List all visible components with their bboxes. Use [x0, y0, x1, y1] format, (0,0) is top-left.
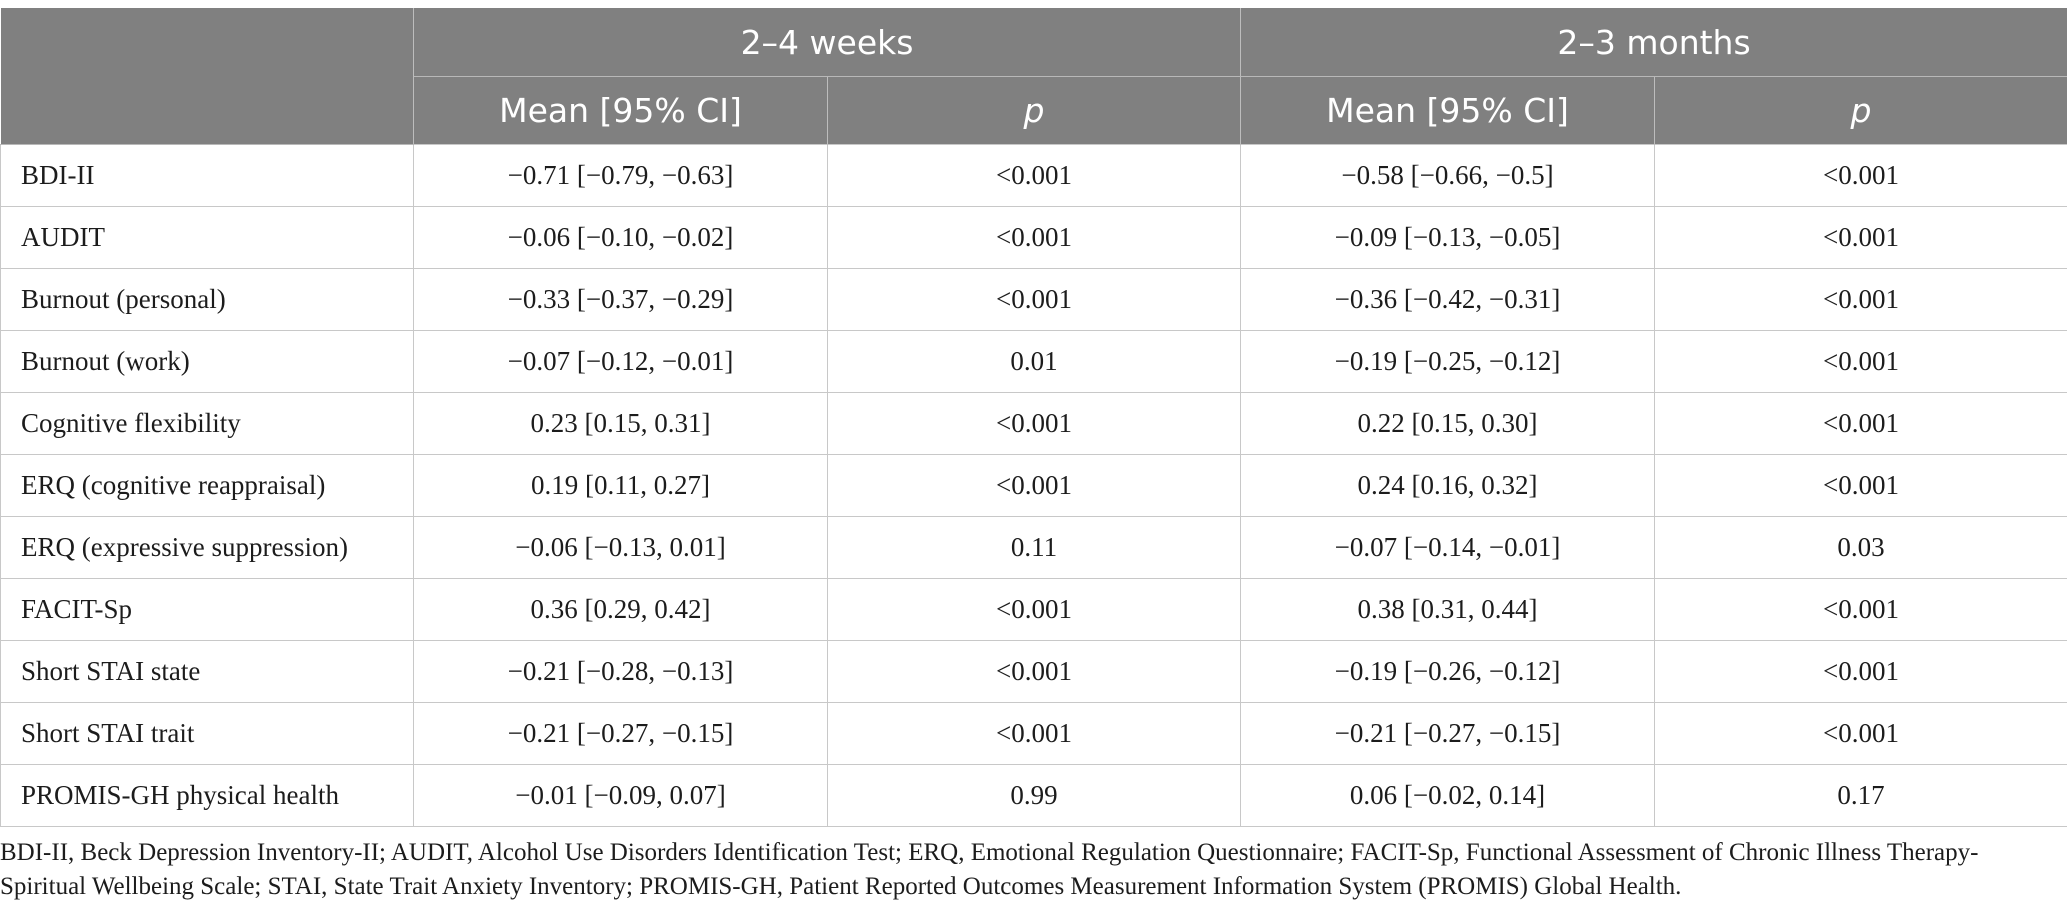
table-row: Burnout (work) −0.07 [−0.12, −0.01] 0.01 −0… [0, 330, 2067, 393]
row-label: FACIT-Sp [0, 578, 414, 641]
cell-weeks-p: 0.11 [826, 516, 1242, 579]
cell-weeks-mean: −0.06 [−0.10, −0.02] [413, 206, 828, 269]
cell-months-mean: 0.06 [−0.02, 0.14] [1240, 764, 1656, 827]
cell-weeks-p: <0.001 [826, 702, 1242, 765]
cell-months-p: <0.001 [1654, 330, 2067, 393]
cell-months-p: <0.001 [1654, 640, 2067, 703]
cell-weeks-p: <0.001 [826, 392, 1242, 455]
cell-weeks-p: <0.001 [826, 144, 1242, 207]
cell-weeks-p: <0.001 [826, 640, 1242, 703]
cell-months-p: 0.17 [1654, 764, 2067, 827]
table-row: Short STAI trait −0.21 [−0.27, −0.15] <0.0… [0, 702, 2067, 765]
table-row: ERQ (expressive suppression) −0.06 [−0.13… [0, 516, 2067, 579]
cell-months-mean: 0.24 [0.16, 0.32] [1240, 454, 1656, 517]
row-label: Burnout (personal) [0, 268, 414, 331]
table-row: ERQ (cognitive reappraisal) 0.19 [0.11, 0… [0, 454, 2067, 517]
cell-weeks-p: <0.001 [826, 268, 1242, 331]
group-header-months: 2–3 months [1240, 8, 2067, 77]
cell-months-mean: 0.22 [0.15, 0.30] [1240, 392, 1656, 455]
cell-months-mean: −0.36 [−0.42, −0.31] [1240, 268, 1656, 331]
subheader-months-mean: Mean [95% CI] [1240, 76, 1656, 145]
row-label: ERQ (expressive suppression) [0, 516, 414, 579]
cell-weeks-mean: −0.21 [−0.27, −0.15] [413, 702, 828, 765]
cell-months-p: <0.001 [1654, 392, 2067, 455]
cell-weeks-p: 0.01 [826, 330, 1242, 393]
cell-months-p: <0.001 [1654, 578, 2067, 641]
subheader-weeks-p: p [826, 76, 1242, 145]
row-label: Cognitive flexibility [0, 392, 414, 455]
header-row-groups: 2–4 weeks 2–3 months [0, 8, 2067, 145]
cell-months-p: <0.001 [1654, 454, 2067, 517]
table-row: Cognitive flexibility 0.23 [0.15, 0.31] <0… [0, 392, 2067, 455]
cell-months-mean: −0.19 [−0.26, −0.12] [1240, 640, 1656, 703]
table-row: Short STAI state −0.21 [−0.28, −0.13] <0.0… [0, 640, 2067, 703]
cell-months-p: 0.03 [1654, 516, 2067, 579]
cell-months-mean: 0.38 [0.31, 0.44] [1240, 578, 1656, 641]
cell-months-mean: −0.21 [−0.27, −0.15] [1240, 702, 1656, 765]
cell-months-p: <0.001 [1654, 144, 2067, 207]
table-header: 2–4 weeks 2–3 months Mean [95% CI] p Mea… [0, 8, 2067, 145]
cell-weeks-p: <0.001 [826, 206, 1242, 269]
cell-weeks-mean: 0.19 [0.11, 0.27] [413, 454, 828, 517]
row-label: Short STAI trait [0, 702, 414, 765]
header-corner-cell [0, 8, 414, 145]
table-row: Burnout (personal) −0.33 [−0.37, −0.29] <0… [0, 268, 2067, 331]
table-row: BDI-II −0.71 [−0.79, −0.63] <0.001 −0.58 [−… [0, 144, 2067, 207]
cell-weeks-mean: −0.06 [−0.13, 0.01] [413, 516, 828, 579]
cell-months-mean: −0.09 [−0.13, −0.05] [1240, 206, 1656, 269]
row-label: ERQ (cognitive reappraisal) [0, 454, 414, 517]
row-label: Short STAI state [0, 640, 414, 703]
subheader-weeks-mean: Mean [95% CI] [413, 76, 828, 145]
cell-weeks-mean: 0.23 [0.15, 0.31] [413, 392, 828, 455]
row-label: PROMIS-GH physical health [0, 764, 414, 827]
row-label: BDI-II [0, 144, 414, 207]
cell-weeks-mean: −0.01 [−0.09, 0.07] [413, 764, 828, 827]
row-label: AUDIT [0, 206, 414, 269]
subheader-months-p: p [1654, 76, 2067, 145]
table-row: PROMIS-GH physical health −0.01 [−0.09, 0… [0, 764, 2067, 827]
table-row: FACIT-Sp 0.36 [0.29, 0.42] <0.001 0.38 [0.3… [0, 578, 2067, 641]
cell-weeks-mean: −0.71 [−0.79, −0.63] [413, 144, 828, 207]
table-footnote: BDI-II, Beck Depression Inventory-II; AU… [0, 839, 1979, 900]
cell-months-p: <0.001 [1654, 206, 2067, 269]
cell-weeks-p: <0.001 [826, 454, 1242, 517]
cell-weeks-mean: −0.33 [−0.37, −0.29] [413, 268, 828, 331]
results-table: 2–4 weeks 2–3 months Mean [95% CI] p Mea… [0, 8, 2067, 827]
cell-weeks-p: <0.001 [826, 578, 1242, 641]
cell-months-p: <0.001 [1654, 702, 2067, 765]
table-body: BDI-II −0.71 [−0.79, −0.63] <0.001 −0.58 [−… [0, 144, 2067, 827]
cell-months-mean: −0.19 [−0.25, −0.12] [1240, 330, 1656, 393]
row-label: Burnout (work) [0, 330, 414, 393]
table-row: AUDIT −0.06 [−0.10, −0.02] <0.001 −0.09 [−0… [0, 206, 2067, 269]
cell-weeks-mean: 0.36 [0.29, 0.42] [413, 578, 828, 641]
cell-weeks-mean: −0.07 [−0.12, −0.01] [413, 330, 828, 393]
results-table-container: 2–4 weeks 2–3 months Mean [95% CI] p Mea… [0, 8, 2067, 827]
cell-weeks-p: 0.99 [826, 764, 1242, 827]
cell-weeks-mean: −0.21 [−0.28, −0.13] [413, 640, 828, 703]
cell-months-mean: −0.58 [−0.66, −0.5] [1240, 144, 1656, 207]
cell-months-mean: −0.07 [−0.14, −0.01] [1240, 516, 1656, 579]
cell-months-p: <0.001 [1654, 268, 2067, 331]
group-header-weeks: 2–4 weeks [412, 8, 1242, 77]
header-row-subheaders: Mean [95% CI] p Mean [95% CI] p [1, 76, 2067, 145]
